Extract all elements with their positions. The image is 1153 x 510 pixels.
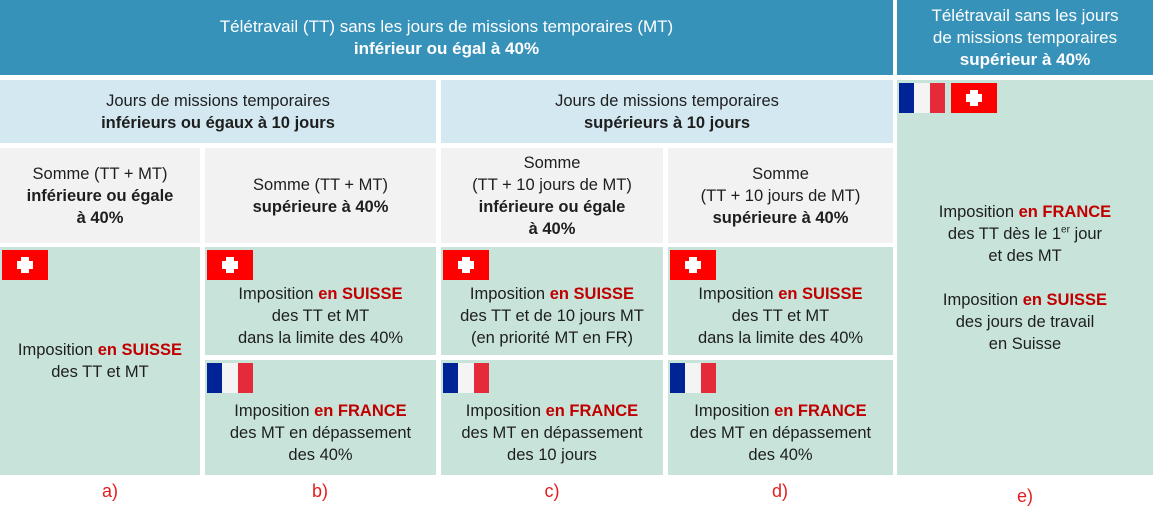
label-d: d) <box>771 481 788 501</box>
french-flag-icon <box>443 363 489 393</box>
condition-d: Somme (TT + 10 jours de MT) supérieure à… <box>668 148 893 243</box>
france-emphasis: en FRANCE <box>545 401 639 420</box>
res-c-ch-line3: (en priorité MT en FR) <box>471 329 633 347</box>
res-c-fr-line2: des MT en dépassement <box>461 423 643 442</box>
cond-b-line2: supérieure à 40% <box>252 197 389 216</box>
sub-right-line1: Jours de missions temporaires <box>555 91 779 110</box>
result-b-swiss: Imposition en SUISSE des TT et MT dans l… <box>205 247 436 355</box>
cond-d-line1: Somme <box>752 164 809 183</box>
swiss-flag-icon <box>670 250 716 280</box>
label-b: b) <box>311 481 328 501</box>
res-d-fr-line2: des MT en dépassement <box>689 423 872 442</box>
imposition-text: Imposition <box>17 341 94 359</box>
cond-c-line3: inférieure ou égale <box>478 197 626 216</box>
sub-left-line2: inférieurs ou égaux à 10 jours <box>101 113 335 132</box>
sub-left-line1: Jours de missions temporaires <box>106 91 330 110</box>
imposition-text: Imposition <box>465 401 541 420</box>
res-b-ch-line2: des TT et MT <box>271 307 370 325</box>
result-e: Imposition en FRANCE des TT dès le 1er j… <box>897 80 1153 475</box>
label-e: e) <box>1016 486 1033 506</box>
swiss-flag-icon <box>951 83 997 113</box>
cond-a-line2: inférieure ou égale <box>26 186 174 205</box>
res-e-fr-line2: des TT dès le 1er jour <box>947 224 1103 243</box>
result-d-swiss: Imposition en SUISSE des TT et MT dans l… <box>668 247 893 355</box>
result-c-france: Imposition en FRANCE des MT en dépasseme… <box>441 360 663 475</box>
header-right-line2: de missions temporaires <box>932 27 1118 47</box>
header-right-line3: supérieur à 40% <box>959 49 1091 69</box>
swiss-flag-icon <box>2 250 48 280</box>
res-a-line2: des TT et MT <box>51 363 149 381</box>
result-d-france: Imposition en FRANCE des MT en dépasseme… <box>668 360 893 475</box>
suisse-emphasis: en SUISSE <box>549 285 635 303</box>
french-flag-icon <box>207 363 253 393</box>
header-main-line2: inférieur ou égal à 40% <box>353 38 540 58</box>
result-b-france: Imposition en FRANCE des MT en dépasseme… <box>205 360 436 475</box>
france-emphasis: en FRANCE <box>774 401 867 420</box>
result-c-swiss: Imposition en SUISSE des TT et de 10 jou… <box>441 247 663 355</box>
res-b-fr-line2: des MT en dépassement <box>229 423 412 442</box>
cond-a-line1: Somme (TT + MT) <box>32 164 168 183</box>
suisse-emphasis: en SUISSE <box>97 341 183 359</box>
label-c: c) <box>544 481 560 501</box>
res-d-ch-line2: des TT et MT <box>731 307 830 325</box>
result-a: Imposition en SUISSE des TT et MT <box>0 247 200 475</box>
cond-d-line3: supérieure à 40% <box>712 208 849 227</box>
france-emphasis: en FRANCE <box>1018 202 1112 221</box>
res-c-fr-line3: des 10 jours <box>507 445 597 464</box>
cond-d-line2: (TT + 10 jours de MT) <box>700 186 861 205</box>
cond-a-line3: à 40% <box>76 208 124 227</box>
res-e-ch-line3: en Suisse <box>988 334 1062 353</box>
res-d-ch-line3: dans la limite des 40% <box>697 329 864 347</box>
suisse-emphasis: en SUISSE <box>1022 290 1108 309</box>
res-b-ch-line3: dans la limite des 40% <box>237 329 404 347</box>
condition-b: Somme (TT + MT) supérieure à 40% <box>205 148 436 243</box>
imposition-text: Imposition <box>694 401 770 420</box>
suisse-emphasis: en SUISSE <box>318 285 403 303</box>
cond-c-line4: à 40% <box>528 219 576 238</box>
cond-c-line1: Somme <box>523 153 581 172</box>
res-c-ch-line2: des TT et de 10 jours MT <box>460 307 644 325</box>
res-e-ch-line2: des jours de travail <box>955 312 1095 331</box>
sub-right-line2: supérieurs à 10 jours <box>584 113 750 132</box>
french-flag-icon <box>670 363 716 393</box>
swiss-flag-icon <box>443 250 489 280</box>
header-main-line1: Télétravail (TT) sans les jours de missi… <box>219 16 674 36</box>
french-flag-icon <box>899 83 945 113</box>
condition-c: Somme (TT + 10 jours de MT) inférieure o… <box>441 148 663 243</box>
res-b-fr-line3: des 40% <box>288 445 353 464</box>
imposition-text: Imposition <box>469 285 546 303</box>
cond-b-line1: Somme (TT + MT) <box>253 175 388 194</box>
imposition-text: Imposition <box>938 202 1014 221</box>
cond-c-line2: (TT + 10 jours de MT) <box>472 175 632 194</box>
imposition-text: Imposition <box>234 401 310 420</box>
france-emphasis: en FRANCE <box>314 401 407 420</box>
label-a: a) <box>101 481 118 501</box>
imposition-text: Imposition <box>942 290 1019 309</box>
imposition-text: Imposition <box>698 285 774 303</box>
header-right-line1: Télétravail sans les jours <box>931 5 1119 25</box>
sub-header-right: Jours de missions temporaires supérieurs… <box>441 80 893 143</box>
header-right: Télétravail sans les jours de missions t… <box>897 0 1153 75</box>
imposition-text: Imposition <box>238 285 314 303</box>
res-d-fr-line3: des 40% <box>748 445 813 464</box>
swiss-flag-icon <box>207 250 253 280</box>
res-e-fr-line3: et des MT <box>988 246 1062 265</box>
condition-a: Somme (TT + MT) inférieure ou égale à 40… <box>0 148 200 243</box>
sub-header-left: Jours de missions temporaires inférieurs… <box>0 80 436 143</box>
header-main: Télétravail (TT) sans les jours de missi… <box>0 0 893 75</box>
suisse-emphasis: en SUISSE <box>778 285 863 303</box>
